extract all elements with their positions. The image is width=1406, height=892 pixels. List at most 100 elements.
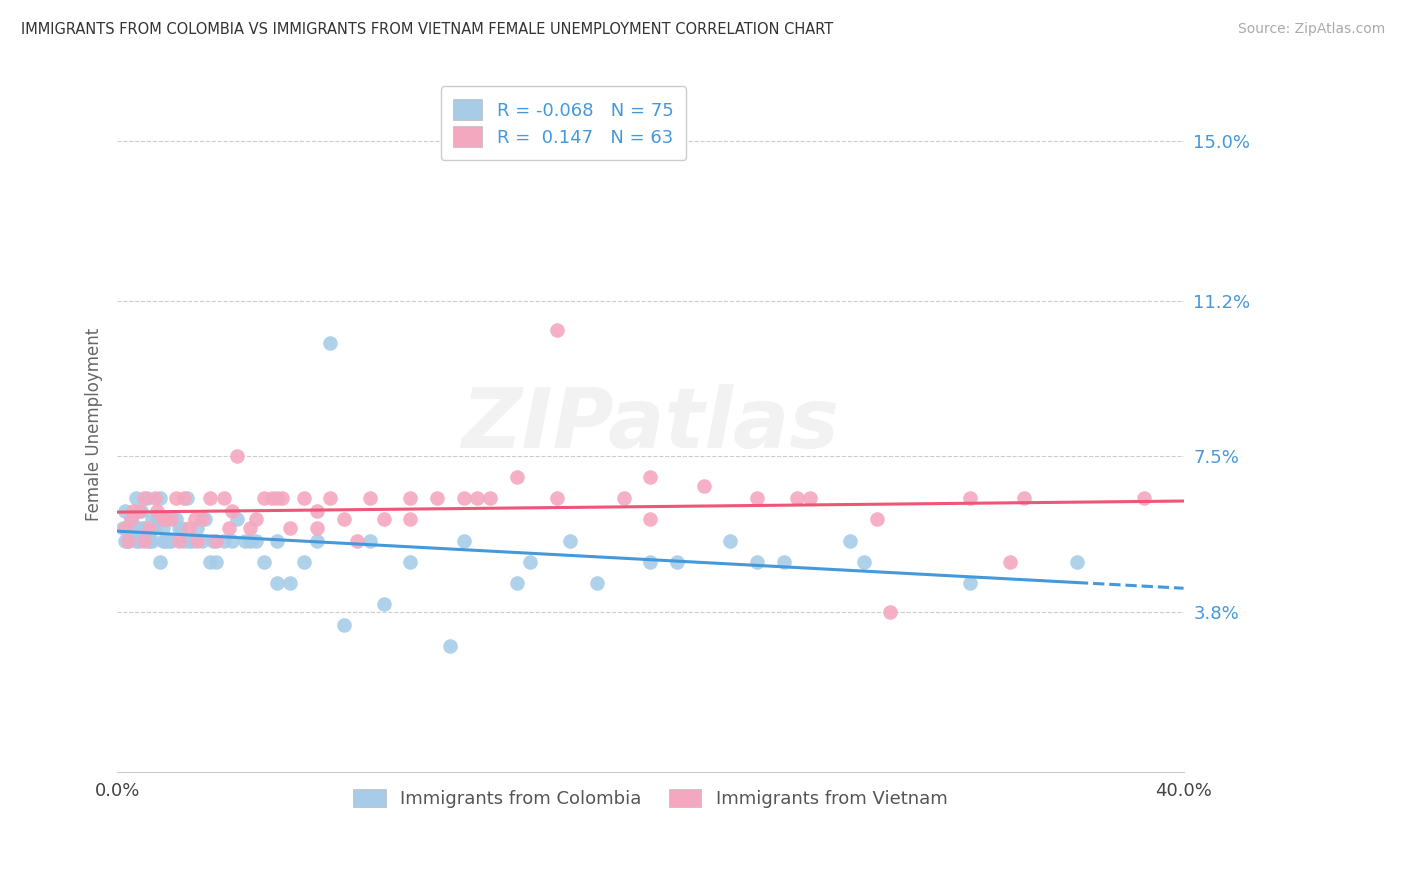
Point bbox=[1012, 491, 1035, 506]
Point bbox=[359, 491, 381, 506]
Legend: Immigrants from Colombia, Immigrants from Vietnam: Immigrants from Colombia, Immigrants fro… bbox=[346, 781, 955, 815]
Point bbox=[191, 533, 214, 548]
Point bbox=[346, 533, 368, 548]
Point bbox=[141, 512, 163, 526]
Point bbox=[546, 323, 568, 337]
Point bbox=[138, 533, 160, 548]
Point bbox=[307, 533, 329, 548]
Point bbox=[519, 555, 541, 569]
Point bbox=[453, 533, 475, 548]
Point bbox=[239, 533, 262, 548]
Point bbox=[159, 533, 181, 548]
Point bbox=[128, 533, 150, 548]
Point bbox=[132, 533, 155, 548]
Point bbox=[149, 555, 172, 569]
Point bbox=[173, 533, 195, 548]
Point bbox=[307, 504, 329, 518]
Point bbox=[114, 504, 136, 518]
Point bbox=[292, 555, 315, 569]
Point bbox=[399, 491, 422, 506]
Point bbox=[879, 605, 901, 619]
Point bbox=[373, 512, 395, 526]
Point bbox=[333, 512, 356, 526]
Point bbox=[111, 521, 134, 535]
Point bbox=[179, 533, 201, 548]
Point bbox=[218, 521, 240, 535]
Point bbox=[186, 521, 208, 535]
Point bbox=[152, 521, 174, 535]
Point bbox=[167, 521, 190, 535]
Point bbox=[233, 533, 256, 548]
Point bbox=[453, 491, 475, 506]
Point bbox=[226, 450, 249, 464]
Point bbox=[156, 512, 179, 526]
Point bbox=[253, 555, 276, 569]
Point bbox=[200, 491, 222, 506]
Point bbox=[179, 521, 201, 535]
Point bbox=[152, 512, 174, 526]
Point bbox=[129, 504, 152, 518]
Point bbox=[359, 533, 381, 548]
Point bbox=[173, 491, 195, 506]
Point bbox=[852, 555, 875, 569]
Point bbox=[479, 491, 502, 506]
Point bbox=[128, 521, 150, 535]
Point bbox=[149, 491, 172, 506]
Point bbox=[666, 555, 689, 569]
Point bbox=[165, 491, 187, 506]
Point bbox=[266, 533, 288, 548]
Point bbox=[239, 521, 262, 535]
Point bbox=[212, 533, 235, 548]
Point bbox=[114, 533, 136, 548]
Point bbox=[506, 575, 529, 590]
Point bbox=[280, 521, 302, 535]
Point bbox=[319, 491, 342, 506]
Point bbox=[194, 512, 217, 526]
Point bbox=[125, 491, 148, 506]
Point bbox=[426, 491, 449, 506]
Point bbox=[183, 512, 205, 526]
Point bbox=[170, 521, 193, 535]
Point bbox=[640, 555, 662, 569]
Point bbox=[959, 575, 981, 590]
Point bbox=[319, 335, 342, 350]
Point bbox=[959, 491, 981, 506]
Point bbox=[132, 521, 155, 535]
Point bbox=[120, 512, 142, 526]
Point bbox=[280, 575, 302, 590]
Point bbox=[1132, 491, 1154, 506]
Point bbox=[138, 533, 160, 548]
Point bbox=[640, 470, 662, 484]
Point bbox=[125, 533, 148, 548]
Point bbox=[132, 521, 155, 535]
Point bbox=[307, 521, 329, 535]
Point bbox=[292, 491, 315, 506]
Point bbox=[799, 491, 821, 506]
Point bbox=[120, 521, 142, 535]
Point bbox=[373, 597, 395, 611]
Point bbox=[271, 491, 294, 506]
Point bbox=[718, 533, 741, 548]
Point bbox=[439, 639, 461, 653]
Point bbox=[141, 533, 163, 548]
Text: Source: ZipAtlas.com: Source: ZipAtlas.com bbox=[1237, 22, 1385, 37]
Point bbox=[560, 533, 582, 548]
Point bbox=[640, 512, 662, 526]
Point bbox=[465, 491, 488, 506]
Point bbox=[122, 521, 145, 535]
Point bbox=[117, 533, 139, 548]
Point bbox=[135, 491, 157, 506]
Point bbox=[117, 533, 139, 548]
Point bbox=[156, 533, 179, 548]
Text: ZIPatlas: ZIPatlas bbox=[461, 384, 839, 466]
Text: IMMIGRANTS FROM COLOMBIA VS IMMIGRANTS FROM VIETNAM FEMALE UNEMPLOYMENT CORRELAT: IMMIGRANTS FROM COLOMBIA VS IMMIGRANTS F… bbox=[21, 22, 834, 37]
Point bbox=[1066, 555, 1088, 569]
Point bbox=[153, 533, 176, 548]
Point bbox=[399, 555, 422, 569]
Point bbox=[586, 575, 609, 590]
Point bbox=[266, 575, 288, 590]
Point bbox=[200, 555, 222, 569]
Point bbox=[176, 491, 198, 506]
Point bbox=[546, 491, 568, 506]
Point bbox=[205, 533, 228, 548]
